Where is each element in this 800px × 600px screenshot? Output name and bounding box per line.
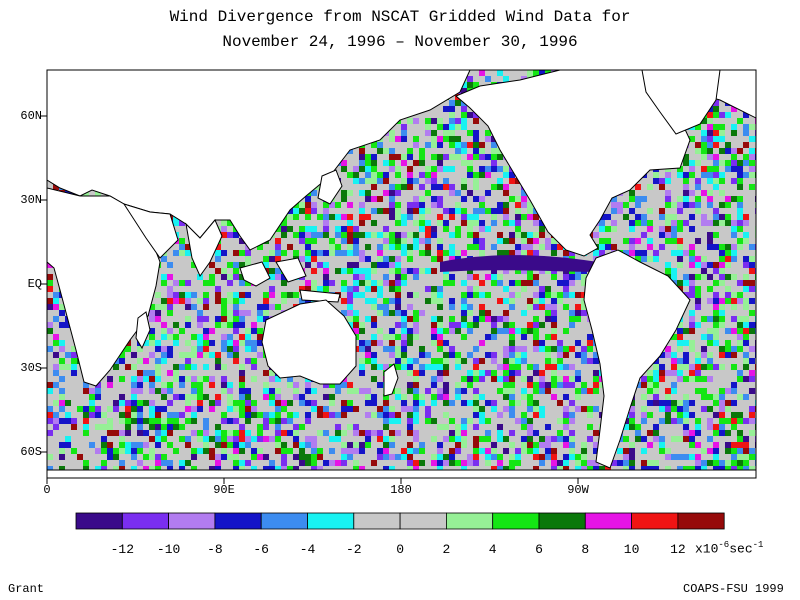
y-label-30n: 30N bbox=[20, 193, 42, 207]
colorbar-swatch bbox=[260, 512, 308, 530]
colorbar-tick-label: 4 bbox=[488, 542, 497, 557]
colorbar-swatch bbox=[214, 512, 262, 530]
map-title-line-1: Wind Divergence from NSCAT Gridded Wind … bbox=[169, 8, 631, 26]
antarctica-landmass bbox=[47, 469, 756, 478]
colorbar-swatch bbox=[584, 512, 632, 530]
colorbar-tick-label: -8 bbox=[207, 542, 223, 557]
south-america-landmass bbox=[583, 249, 691, 469]
colorbar-swatch bbox=[307, 512, 355, 530]
colorbar-swatch bbox=[121, 512, 170, 530]
x-label-0: 0 bbox=[43, 483, 51, 497]
colorbar-swatch bbox=[538, 512, 586, 530]
colorbar-swatch bbox=[492, 512, 540, 530]
colorbar bbox=[75, 512, 725, 530]
indonesia-landmass bbox=[239, 257, 341, 303]
footer-author: Grant bbox=[8, 582, 45, 596]
colorbar-swatch bbox=[399, 512, 447, 530]
colorbar-swatch bbox=[168, 512, 216, 530]
australia-landmass bbox=[261, 299, 357, 385]
x-label-180: 180 bbox=[390, 483, 412, 497]
footer-credit: COAPS-FSU 1999 bbox=[683, 582, 784, 596]
y-label-30s: 30S bbox=[20, 361, 42, 375]
land-masses bbox=[47, 70, 756, 478]
colorbar-swatch bbox=[353, 512, 401, 530]
x-label-90e: 90E bbox=[213, 483, 235, 497]
eurasia-landmass bbox=[47, 70, 471, 251]
colorbar-tick-label: 2 bbox=[442, 542, 451, 557]
new-zealand-landmass bbox=[383, 363, 399, 397]
y-label-eq: EQ bbox=[27, 277, 42, 291]
colorbar-swatch bbox=[631, 512, 679, 530]
colorbar-tick-label: -4 bbox=[299, 542, 316, 557]
colorbar-swatch bbox=[445, 512, 494, 530]
colorbar-tick-label: -2 bbox=[345, 542, 362, 557]
colorbar-tick-label: 0 bbox=[396, 542, 404, 557]
arabia-landmass bbox=[122, 203, 179, 259]
colorbar-swatch bbox=[75, 512, 123, 530]
y-label-60n: 60N bbox=[20, 109, 42, 123]
madagascar-landmass bbox=[135, 311, 151, 350]
colorbar-tick-label: -6 bbox=[253, 542, 269, 557]
greenland-landmass bbox=[641, 70, 721, 135]
colorbar-tick-label: 12 bbox=[670, 542, 686, 557]
colorbar-unit: x10-6sec-1 bbox=[695, 540, 764, 557]
colorbar-tick-label: 10 bbox=[623, 542, 640, 557]
colorbar-tick-label: 8 bbox=[581, 542, 590, 557]
japan-landmass bbox=[317, 169, 343, 205]
colorbar-tick-label: -10 bbox=[156, 542, 181, 557]
colorbar-swatch bbox=[677, 512, 725, 530]
map-title-line-2: November 24, 1996 – November 30, 1996 bbox=[222, 33, 578, 51]
india-landmass bbox=[185, 219, 223, 278]
y-label-60s: 60S bbox=[20, 445, 42, 459]
colorbar-tick-label: -12 bbox=[110, 542, 134, 557]
colorbar-tick-label: 6 bbox=[535, 542, 543, 557]
axis-ticks bbox=[40, 115, 579, 484]
x-label-90w: 90W bbox=[567, 483, 589, 497]
